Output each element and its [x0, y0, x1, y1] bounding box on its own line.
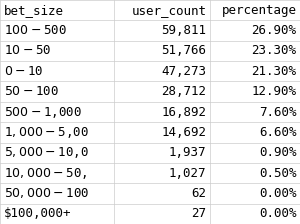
Text: 0.00%: 0.00%: [259, 207, 296, 220]
Text: $10,000-$50,: $10,000-$50,: [4, 166, 87, 181]
Text: 23.30%: 23.30%: [251, 44, 296, 57]
Text: $10-$50: $10-$50: [4, 44, 51, 57]
Text: $50,000-$100: $50,000-$100: [4, 186, 89, 200]
Text: 28,712: 28,712: [161, 85, 206, 98]
Text: $50-$100: $50-$100: [4, 85, 58, 98]
Text: 26.90%: 26.90%: [251, 24, 296, 37]
Text: 16,892: 16,892: [161, 106, 206, 118]
Text: $100,000+: $100,000+: [4, 207, 71, 220]
Text: 51,766: 51,766: [161, 44, 206, 57]
Text: 12.90%: 12.90%: [251, 85, 296, 98]
Text: 0.00%: 0.00%: [259, 187, 296, 200]
Text: 0.90%: 0.90%: [259, 146, 296, 159]
Text: percentage: percentage: [221, 4, 296, 17]
Text: $100-$500: $100-$500: [4, 24, 67, 37]
Text: $500-$1,000: $500-$1,000: [4, 105, 82, 119]
Text: 14,692: 14,692: [161, 126, 206, 139]
Text: 59,811: 59,811: [161, 24, 206, 37]
Text: 6.60%: 6.60%: [259, 126, 296, 139]
Text: 47,273: 47,273: [161, 65, 206, 78]
Text: 27: 27: [191, 207, 206, 220]
Text: 7.60%: 7.60%: [259, 106, 296, 118]
Text: $1,000-$5,00: $1,000-$5,00: [4, 125, 88, 140]
Text: 62: 62: [191, 187, 206, 200]
Text: $5,000-$10,0: $5,000-$10,0: [4, 145, 88, 160]
Text: 1,027: 1,027: [169, 167, 206, 180]
Text: user_count: user_count: [131, 4, 206, 17]
Text: bet_size: bet_size: [4, 4, 64, 17]
Text: 0.50%: 0.50%: [259, 167, 296, 180]
Text: 1,937: 1,937: [169, 146, 206, 159]
Text: $0-$10: $0-$10: [4, 65, 43, 78]
Text: 21.30%: 21.30%: [251, 65, 296, 78]
